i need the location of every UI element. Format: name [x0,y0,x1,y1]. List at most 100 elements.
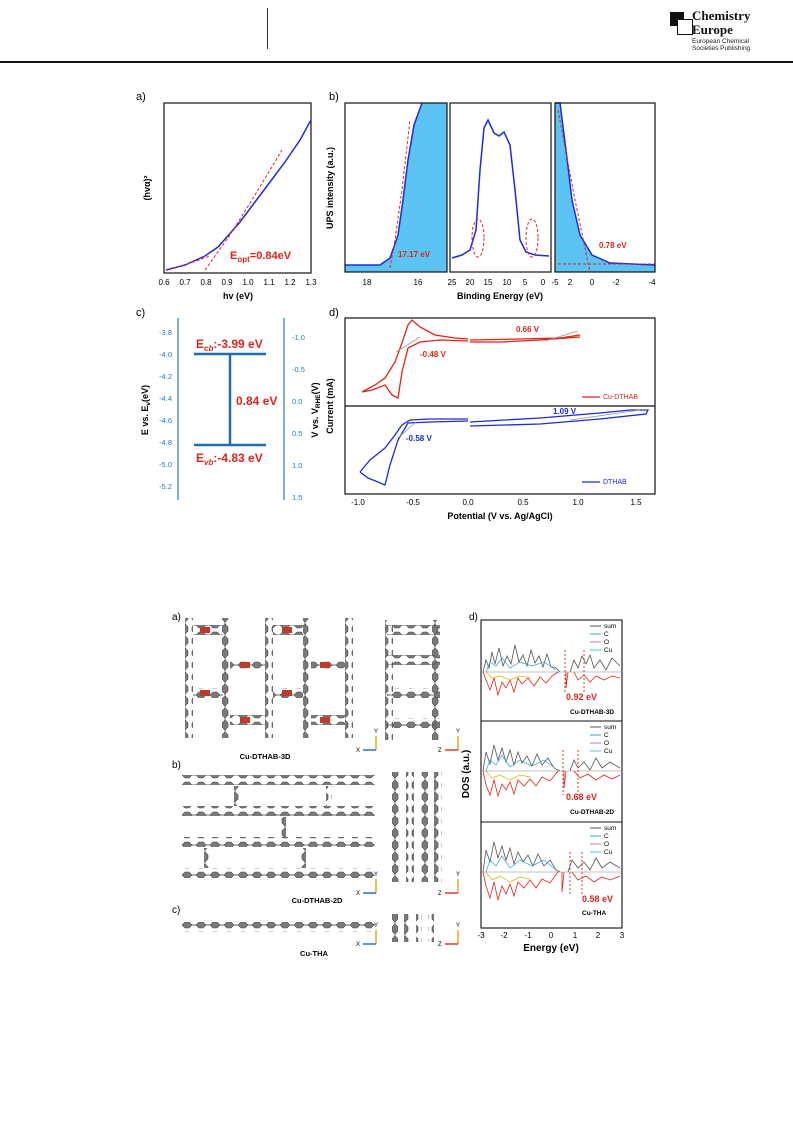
fig1d-blue-tangent-left [397,421,417,439]
chain-stack [416,914,422,942]
fig1d-xtick: 1.5 [630,498,642,507]
legend-label-cu: Cu [604,849,613,856]
axis-triad-2d-front: Y X [356,872,378,897]
cu-site [282,627,292,633]
cu-site [320,662,330,668]
fig1-panel-label-c: c) [136,307,145,319]
fig1b-left-annotation: 17.17 eV [398,250,431,259]
fig1d-xtick: 0.0 [462,498,474,507]
fig1d-blue-label-onset: 1.09 V [553,407,577,416]
dos-sum-up [482,744,621,772]
fig1a-xtick: 1.0 [242,278,254,287]
chain-row [182,922,375,932]
dos-sum-down [482,671,621,697]
dos-legend: sum C O Cu [590,825,616,856]
chain-vertical [432,620,440,740]
chain-stack [404,914,410,942]
axis-z-label: Z [438,748,442,754]
fig1d-xtick: -0.5 [406,498,420,507]
legend-label-c: C [604,631,609,638]
logo-line1: Chemistry [692,8,751,23]
legend-label-cu: Cu [604,748,613,755]
fig1c-right-tick: -1.0 [292,333,305,342]
fig1a-frame [163,102,312,274]
chain-link [387,718,440,728]
axis-y-label: Y [456,923,460,929]
fig1d-red-legend-label: Cu-DTHAB [603,394,638,401]
legend-label-o: O [604,639,609,646]
structure-3d-front-view [185,618,353,738]
legend-label-cu: Cu [604,647,613,654]
fig1a-tangent-fit [204,149,283,271]
fig2-panel-label-b: b) [172,760,181,771]
cu-site [282,690,292,696]
dos-c-up [485,657,557,673]
fig1b-mid-ellipse-left [471,218,485,258]
chain-vertical [303,618,311,738]
fig1a-xtick: 0.9 [221,278,233,287]
dos-xtick: -1 [524,931,532,940]
fig1b-mid-ellipse-right [525,218,539,258]
axis-y-label: Y [456,872,460,878]
legend-label-c: C [604,732,609,739]
figure-1: a) b) c) d) Eopt=0.84eV (hvα)² 0.6 0.7 0… [136,91,656,521]
dos-xtick: 3 [620,931,625,940]
structure-tha-side-view [392,914,434,942]
dos-sum-up [482,841,621,873]
chain-row [182,868,375,878]
fig1b-xlabel: Binding Energy (eV) [457,291,543,301]
fig1d-red-cv-left [361,319,469,399]
fig1b-plot: 17.17 eV 0.78 eV UPS intensity (a.u.) 18… [325,102,656,301]
fig1c-ecb-label: Ecb:-3.99 eV [196,337,263,353]
fig1c-left-tick: -4.8 [159,438,172,447]
fig1d-blue-cv-left [359,418,469,486]
fig1d-blue-tangent-right [569,409,641,421]
dos-cu-down [485,671,531,681]
fig1d-red-label-reduction: -0.48 V [420,350,446,359]
fig1c-right-ticks: -1.0 -0.5 0.0 0.5 1.0 1.5 [292,333,305,502]
chain-vertical [345,618,353,738]
axis-y-label: Y [374,729,378,735]
fig1c-left-tick: -4.6 [159,416,172,425]
dos-sum-down [482,871,621,901]
fig1c-right-tick: 1.5 [292,493,302,502]
cu-site [320,717,330,723]
fig1a-xtick: 0.6 [158,278,170,287]
chain-stack [420,772,428,882]
fig1-panel-label-d: d) [329,307,339,319]
fig1d-xtick: 1.0 [572,498,584,507]
dos-ylabel: DOS (a.u.) [461,750,472,798]
axis-triad-2d-side: Y Z [438,872,460,897]
chain-bridge [234,786,240,806]
chain-stack [392,772,400,882]
fig2-panel-label-d: d) [469,612,478,623]
axis-z-label: Z [438,942,442,948]
chain-bridge [204,848,210,868]
legend-label-c: C [604,833,609,840]
fig1a-ylabel: (hvα)² [142,175,152,200]
fig1b-right-annotation: 0.78 eV [599,241,627,250]
fig2-panel-label-a: a) [172,612,181,623]
fig1-panel-label-a: a) [136,91,146,103]
fig1c-left-tick: -3.8 [159,328,172,337]
fig1b-left-frame [344,102,448,273]
fig1a-plot: Eopt=0.84eV (hvα)² 0.6 0.7 0.8 0.9 1.0 1… [142,102,317,301]
fig1c-left-ticks: -3.8 -4.0 -4.2 -4.4 -4.6 -4.8 -5.0 -5.2 [159,328,172,491]
dos-gap-value: 0.58 eV [582,894,613,904]
fig1b-xtick: 2 [568,278,573,287]
fig1d-blue-cv-right [469,409,650,427]
chain-link [387,625,440,635]
chain-vertical [265,618,273,738]
fig1d-blue-label-reduction: -0.58 V [406,434,432,443]
axis-z-label: Z [438,891,442,897]
fig1a-xtick: 0.7 [179,278,191,287]
dos-xlabel: Energy (eV) [523,943,579,954]
axis-triad-3d-front: Y X [356,729,378,754]
fig1a-xtick: 0.8 [200,278,212,287]
dos-c-up [485,754,557,772]
fig1b-right-curve [555,102,656,266]
fig1b-xtick: 0 [541,278,546,287]
chain-bridge [300,848,306,868]
chain-bridge [326,786,332,806]
dos-panel-3d: 0.92 eV Cu-DTHAB-3D sum C O Cu [481,623,622,716]
